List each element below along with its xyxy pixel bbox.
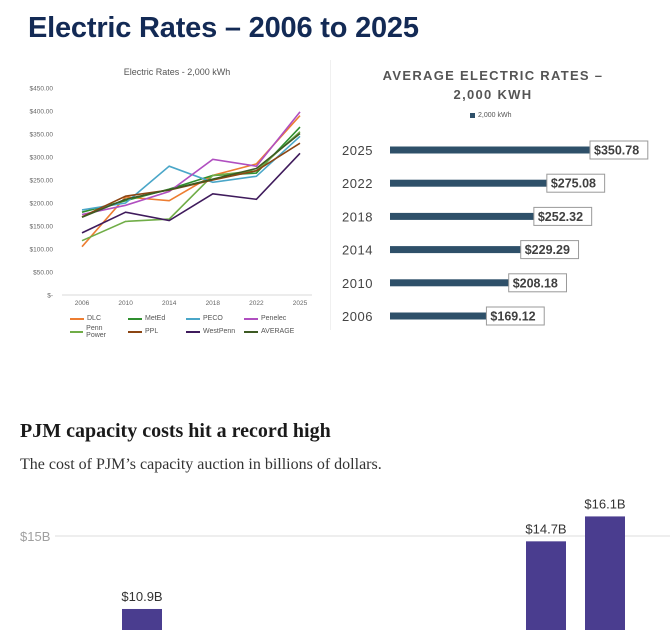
pjm-gridline-label: $15B xyxy=(20,529,50,544)
bar xyxy=(390,246,521,254)
bar-value-box xyxy=(508,273,567,293)
bar-value-box xyxy=(589,140,649,160)
pjm-bar xyxy=(526,541,566,630)
line-series-dlc xyxy=(81,115,301,248)
bar-value-label: $169.12 xyxy=(490,310,535,324)
legend-swatch xyxy=(70,330,84,333)
line-series-average xyxy=(81,132,301,219)
pjm-bars: $10.9B $14.7B $16.1B xyxy=(121,496,626,630)
bar xyxy=(390,179,547,187)
legend-swatch xyxy=(128,330,142,333)
legend-label: PECO xyxy=(203,315,223,322)
line-series-meted xyxy=(81,126,301,213)
line-y-tick-label: $350.00 xyxy=(30,132,54,139)
bar xyxy=(390,279,509,287)
bar-category-label: 2010 xyxy=(342,276,373,291)
line-y-tick-label: $400.00 xyxy=(30,109,54,116)
bar-category-label: 2018 xyxy=(342,209,373,224)
line-y-tick-label: $300.00 xyxy=(30,155,54,162)
bar xyxy=(390,312,487,320)
line-series-westpenn xyxy=(81,152,301,234)
pjm-title: PJM capacity costs hit a record high xyxy=(20,420,331,442)
legend-item: MetEd xyxy=(128,315,180,322)
legend-label: Penelec xyxy=(261,315,287,322)
bar-value-box xyxy=(533,206,593,226)
pjm-bar-chart: $15B $10.9B $14.7B $16.1B xyxy=(20,496,670,630)
bar-value-label: $252.32 xyxy=(538,210,583,224)
line-x-tick-label: 2018 xyxy=(206,300,221,307)
bar xyxy=(390,212,534,220)
legend-label: DLC xyxy=(87,315,102,322)
bar-value-label: $208.18 xyxy=(513,276,558,290)
bar-legend-label: 2,000 kWh xyxy=(478,112,512,119)
line-y-tick-label: $100.00 xyxy=(30,247,54,254)
bar-category-label: 2014 xyxy=(342,243,373,258)
bar-chart-legend: 2,000 kWh xyxy=(470,112,511,119)
legend-item: Penn Power xyxy=(70,325,122,339)
legend-label: PPL xyxy=(145,328,159,335)
line-y-tick-label: $50.00 xyxy=(33,270,53,277)
bar-chart-title: AVERAGE ELECTRIC RATES – 2,000 KWH xyxy=(382,68,604,102)
bar-category-label: 2022 xyxy=(342,176,373,191)
line-x-tick-label: 2006 xyxy=(75,300,90,307)
bar-value-label: $350.78 xyxy=(594,144,639,158)
line-y-tick-label: $250.00 xyxy=(30,178,54,185)
pjm-bar-label: $14.7B xyxy=(525,521,566,536)
bar-category-label: 2006 xyxy=(342,309,373,324)
legend-row: Penn Power PPL WestPenn AVERAGE xyxy=(70,325,320,339)
line-chart: Electric Rates - 2,000 kWh $450.00 $400.0… xyxy=(30,67,312,307)
pjm-bar-label: $16.1B xyxy=(584,496,625,511)
legend-item: AVERAGE xyxy=(244,328,296,335)
bar-category-label: 2025 xyxy=(342,143,373,158)
bar-value-box xyxy=(546,173,606,193)
legend-swatch xyxy=(128,317,142,320)
legend-swatch xyxy=(186,317,200,320)
bar-value-box xyxy=(520,240,580,260)
bar-value-label: $229.29 xyxy=(525,243,570,257)
bar-value-label: $275.08 xyxy=(551,177,596,191)
line-y-tick-label: $150.00 xyxy=(30,224,54,231)
line-y-tick-label: $200.00 xyxy=(30,201,54,208)
horizontal-bars: 2025 $350.78 2022 $275.08 2018 $252.32 2014 $22… xyxy=(342,140,649,326)
line-y-tick-label: $- xyxy=(47,293,53,300)
line-chart-y-ticks: $450.00 $400.00 $350.00 $300.00 $250.00 $200.… xyxy=(30,86,54,300)
bar-legend-swatch xyxy=(470,113,475,118)
legend-label: AVERAGE xyxy=(261,328,295,335)
bar-value-box xyxy=(485,306,545,326)
legend-item: PECO xyxy=(186,315,238,322)
line-x-tick-label: 2022 xyxy=(249,300,264,307)
line-chart-legend: DLC MetEd PECO Penelec Penn Power PPL WestPenn… xyxy=(70,312,320,339)
line-series-penelec xyxy=(81,111,301,216)
legend-item: DLC xyxy=(70,315,122,322)
page-title: Electric Rates – 2006 to 2025 xyxy=(28,12,419,44)
bar xyxy=(390,146,590,154)
line-chart-series xyxy=(81,111,301,248)
horizontal-bar-chart: 2025 $350.78 2022 $275.08 2018 $252.32 2014 $22… xyxy=(342,140,649,326)
divider xyxy=(330,60,331,330)
line-series-ppl xyxy=(81,142,301,218)
legend-swatch xyxy=(70,317,84,320)
pjm-bar xyxy=(585,516,625,630)
line-series-peco xyxy=(81,135,301,211)
line-x-tick-label: 2014 xyxy=(162,300,177,307)
legend-label: MetEd xyxy=(145,315,166,322)
legend-label: Penn Power xyxy=(86,324,106,339)
pjm-subtitle: The cost of PJM’s capacity auction in bi… xyxy=(20,456,382,473)
line-series-penn-power xyxy=(81,131,301,242)
line-x-tick-label: 2010 xyxy=(118,300,133,307)
legend-swatch xyxy=(244,330,258,333)
pjm-bar xyxy=(122,608,162,630)
line-x-tick-label: 2025 xyxy=(293,300,308,307)
legend-swatch xyxy=(186,330,200,333)
legend-row: DLC MetEd PECO Penelec xyxy=(70,312,320,325)
line-y-tick-label: $450.00 xyxy=(30,86,54,93)
legend-item: Penelec xyxy=(244,315,296,322)
legend-label: WestPenn xyxy=(203,328,236,335)
pjm-bar-label: $10.9B xyxy=(121,589,162,604)
line-chart-title: Electric Rates - 2,000 kWh xyxy=(124,67,231,77)
legend-item: PPL xyxy=(128,328,180,335)
line-chart-x-ticks: 2006 2010 2014 2018 2022 2025 xyxy=(75,300,308,307)
legend-swatch xyxy=(244,317,258,320)
legend-item: WestPenn xyxy=(186,328,238,335)
